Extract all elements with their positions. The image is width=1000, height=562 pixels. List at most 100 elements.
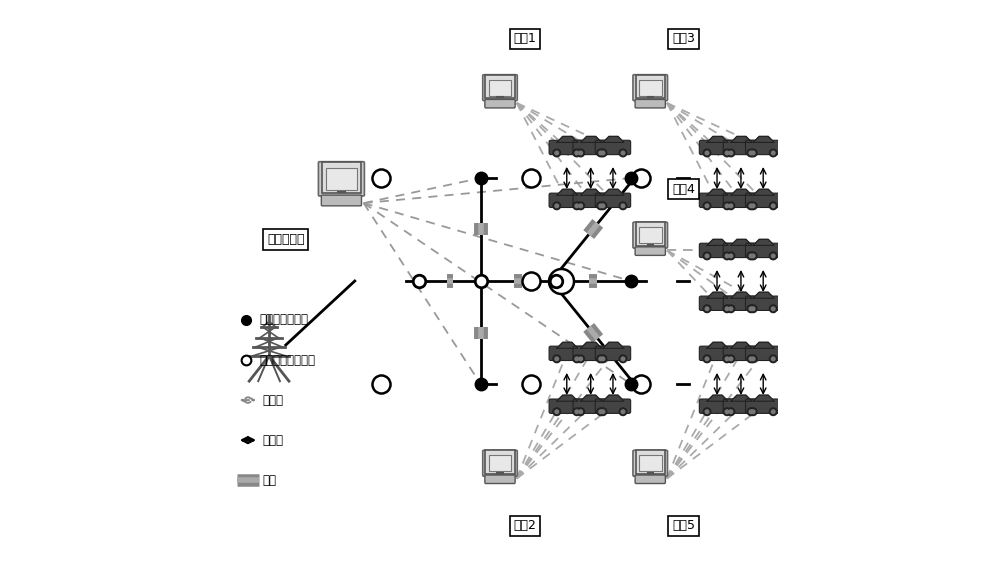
FancyBboxPatch shape: [595, 193, 631, 207]
FancyBboxPatch shape: [326, 168, 357, 189]
Circle shape: [769, 149, 777, 157]
Circle shape: [599, 355, 607, 362]
FancyBboxPatch shape: [573, 193, 608, 207]
Text: 电动汽车并网点: 电动汽车并网点: [259, 314, 308, 327]
Text: 电网运营商: 电网运营商: [267, 233, 305, 246]
Polygon shape: [557, 342, 578, 348]
Circle shape: [725, 204, 729, 207]
Circle shape: [573, 408, 581, 415]
Circle shape: [703, 408, 711, 415]
Circle shape: [597, 408, 605, 415]
Circle shape: [597, 202, 605, 210]
Text: 集群2: 集群2: [514, 519, 536, 532]
Circle shape: [599, 149, 607, 157]
Circle shape: [771, 357, 775, 361]
Polygon shape: [753, 342, 774, 348]
Circle shape: [619, 149, 627, 157]
FancyBboxPatch shape: [699, 399, 735, 414]
FancyBboxPatch shape: [723, 399, 759, 414]
Polygon shape: [753, 395, 774, 401]
Circle shape: [725, 357, 729, 361]
Polygon shape: [731, 342, 752, 348]
Circle shape: [749, 307, 753, 311]
Circle shape: [577, 355, 584, 362]
FancyBboxPatch shape: [746, 193, 781, 207]
FancyBboxPatch shape: [489, 455, 511, 472]
FancyBboxPatch shape: [485, 475, 515, 483]
Circle shape: [553, 149, 561, 157]
Circle shape: [575, 357, 579, 361]
Circle shape: [599, 408, 607, 415]
FancyBboxPatch shape: [485, 450, 515, 474]
Circle shape: [599, 202, 607, 210]
Circle shape: [575, 204, 579, 207]
Circle shape: [705, 410, 709, 414]
Circle shape: [599, 357, 603, 361]
Circle shape: [749, 204, 753, 207]
Circle shape: [747, 149, 755, 157]
FancyBboxPatch shape: [746, 346, 781, 360]
Text: 信息流: 信息流: [262, 393, 283, 406]
Circle shape: [751, 204, 755, 207]
Circle shape: [747, 355, 755, 362]
Circle shape: [573, 149, 581, 157]
Circle shape: [747, 202, 755, 210]
Circle shape: [769, 355, 777, 362]
Circle shape: [749, 408, 757, 415]
FancyBboxPatch shape: [699, 346, 735, 360]
Circle shape: [577, 202, 584, 210]
Polygon shape: [707, 292, 728, 298]
Circle shape: [747, 252, 755, 260]
Polygon shape: [581, 137, 602, 142]
Polygon shape: [707, 189, 728, 196]
Text: 阻抗: 阻抗: [262, 474, 276, 487]
Polygon shape: [603, 342, 624, 348]
Circle shape: [723, 252, 731, 260]
Circle shape: [769, 202, 777, 210]
FancyBboxPatch shape: [485, 75, 515, 98]
Circle shape: [727, 355, 735, 362]
FancyBboxPatch shape: [483, 450, 517, 476]
Circle shape: [727, 408, 735, 415]
Circle shape: [575, 410, 579, 414]
Text: 集群3: 集群3: [672, 33, 695, 46]
Circle shape: [573, 355, 581, 362]
Circle shape: [749, 357, 753, 361]
Circle shape: [725, 151, 729, 155]
FancyBboxPatch shape: [573, 346, 608, 360]
Circle shape: [597, 355, 605, 362]
Circle shape: [599, 151, 603, 155]
Circle shape: [723, 355, 731, 362]
Circle shape: [555, 151, 559, 155]
FancyBboxPatch shape: [549, 346, 584, 360]
Circle shape: [751, 254, 755, 258]
Circle shape: [555, 357, 559, 361]
FancyBboxPatch shape: [549, 399, 584, 414]
FancyBboxPatch shape: [746, 399, 781, 414]
Circle shape: [705, 254, 709, 258]
Text: 集群1: 集群1: [514, 33, 536, 46]
Circle shape: [703, 252, 711, 260]
Polygon shape: [753, 137, 774, 142]
Circle shape: [703, 202, 711, 210]
FancyBboxPatch shape: [635, 247, 665, 255]
Circle shape: [723, 408, 731, 415]
Circle shape: [621, 151, 625, 155]
FancyBboxPatch shape: [723, 296, 759, 310]
Polygon shape: [753, 189, 774, 196]
FancyBboxPatch shape: [549, 140, 584, 155]
Circle shape: [769, 305, 777, 312]
Circle shape: [769, 252, 777, 260]
Circle shape: [573, 202, 581, 210]
FancyBboxPatch shape: [746, 243, 781, 257]
Circle shape: [579, 357, 582, 361]
Circle shape: [703, 355, 711, 362]
Circle shape: [725, 254, 729, 258]
Circle shape: [749, 151, 753, 155]
Circle shape: [703, 149, 711, 157]
Circle shape: [751, 410, 755, 414]
Circle shape: [751, 357, 755, 361]
Polygon shape: [557, 395, 578, 401]
Circle shape: [751, 151, 755, 155]
Text: 集群5: 集群5: [672, 519, 695, 532]
